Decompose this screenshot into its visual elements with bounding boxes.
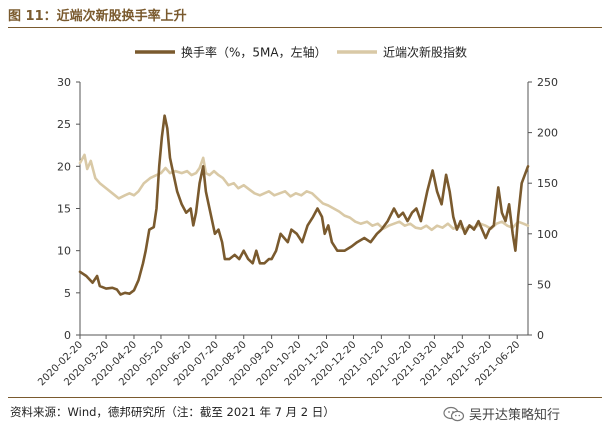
legend-turnover-label: 换手率（%，5MA，左轴）: [181, 45, 327, 60]
y-right-tick-label: 100: [537, 228, 558, 241]
y-right-tick-label: 150: [537, 177, 558, 190]
y-left-tick-label: 15: [57, 203, 71, 216]
title-rule: [8, 27, 602, 28]
watermark: 吴开达策略知行: [443, 404, 560, 423]
y-right-tick-label: 0: [537, 329, 544, 342]
y-right-tick-label: 50: [537, 278, 551, 291]
y-left-tick-label: 0: [64, 329, 71, 342]
chart-title: 图 11：近端次新股换手率上升: [8, 9, 187, 24]
y-left-tick-label: 20: [57, 160, 71, 173]
turnover-series-line: [78, 114, 530, 296]
dual-axis-line-chart: 0510152025300501001502002502020-02-20202…: [36, 45, 558, 389]
y-left-tick-label: 10: [57, 245, 71, 258]
y-right-tick-label: 200: [537, 127, 558, 140]
y-left-tick-label: 30: [57, 76, 71, 89]
legend-index-label: 近端次新股指数: [383, 45, 467, 60]
axes-group: 0510152025300501001502002502020-02-20202…: [36, 76, 558, 388]
y-left-tick-label: 5: [64, 287, 71, 300]
series-lines: [78, 114, 530, 296]
index-series-line: [78, 153, 530, 232]
footer-rule: [8, 397, 602, 398]
y-left-tick-label: 25: [57, 118, 71, 131]
source-note: 资料来源：Wind，德邦研究所（注：截至 2021 年 7 月 2 日）: [10, 405, 335, 419]
y-right-tick-label: 250: [537, 76, 558, 89]
legend: 换手率（%，5MA，左轴） 近端次新股指数: [135, 45, 467, 60]
watermark-text: 吴开达策略知行: [469, 408, 561, 423]
wechat-icon: [443, 406, 465, 422]
